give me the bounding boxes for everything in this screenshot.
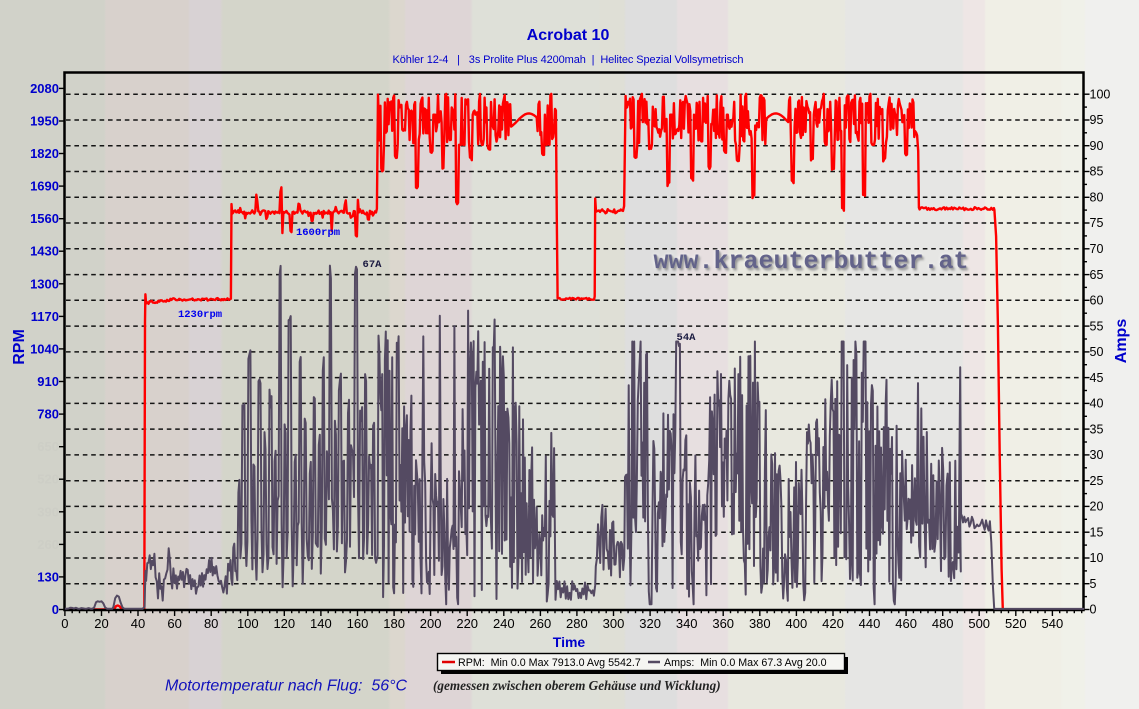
svg-text:55: 55 <box>1090 319 1104 333</box>
svg-text:40: 40 <box>1090 397 1104 411</box>
svg-text:Acrobat 10: Acrobat 10 <box>527 27 610 44</box>
svg-text:35: 35 <box>1090 422 1104 436</box>
svg-text:520: 520 <box>37 472 59 487</box>
svg-text:780: 780 <box>37 407 59 422</box>
svg-text:70: 70 <box>1090 242 1104 256</box>
svg-text:1170: 1170 <box>31 309 59 324</box>
svg-text:520: 520 <box>1005 616 1027 631</box>
svg-text:95: 95 <box>1090 113 1104 127</box>
svg-text:160: 160 <box>347 616 369 631</box>
svg-text:Amps: Min 0.0 Max 67.3 Avg 20: Amps: Min 0.0 Max 67.3 Avg 20.0 <box>664 657 827 669</box>
svg-text:40: 40 <box>131 616 145 631</box>
svg-text:910: 910 <box>37 374 59 389</box>
svg-text:400: 400 <box>786 616 808 631</box>
svg-text:67A: 67A <box>363 259 383 271</box>
svg-text:1040: 1040 <box>30 341 59 356</box>
svg-text:130: 130 <box>37 569 59 584</box>
svg-text:460: 460 <box>895 616 917 631</box>
svg-text:80: 80 <box>1090 191 1104 205</box>
svg-text:30: 30 <box>1090 448 1104 462</box>
svg-text:RPM: Min 0.0 Max 7913.0 Avg 5: RPM: Min 0.0 Max 7913.0 Avg 5542.7 <box>458 657 641 669</box>
svg-text:1950: 1950 <box>30 114 59 129</box>
svg-text:60: 60 <box>1090 294 1104 308</box>
svg-text:45: 45 <box>1090 371 1104 385</box>
svg-text:(gemessen zwischen oberem Gehä: (gemessen zwischen oberem Gehäuse und Wi… <box>433 678 721 693</box>
svg-text:75: 75 <box>1090 216 1104 230</box>
svg-text:1560: 1560 <box>30 211 59 226</box>
svg-text:20: 20 <box>94 616 108 631</box>
svg-text:www.kraeuterbutter.at: www.kraeuterbutter.at <box>653 247 968 276</box>
svg-text:240: 240 <box>493 616 515 631</box>
svg-text:260: 260 <box>37 537 59 552</box>
svg-text:25: 25 <box>1090 474 1104 488</box>
svg-text:200: 200 <box>420 616 442 631</box>
svg-text:0: 0 <box>61 616 68 631</box>
svg-text:180: 180 <box>383 616 405 631</box>
svg-text:390: 390 <box>37 504 59 519</box>
svg-text:1300: 1300 <box>30 276 59 291</box>
svg-text:0: 0 <box>1090 603 1097 617</box>
svg-text:1430: 1430 <box>30 244 59 259</box>
svg-text:100: 100 <box>1090 87 1111 101</box>
svg-text:0: 0 <box>52 602 59 617</box>
svg-text:85: 85 <box>1090 165 1104 179</box>
svg-text:480: 480 <box>932 616 954 631</box>
svg-text:80: 80 <box>204 616 218 631</box>
svg-text:340: 340 <box>676 616 698 631</box>
svg-text:54A: 54A <box>677 332 697 344</box>
svg-text:260: 260 <box>530 616 552 631</box>
svg-text:5: 5 <box>1090 577 1097 591</box>
svg-text:420: 420 <box>822 616 844 631</box>
svg-text:Motortemperatur nach Flug: 56: Motortemperatur nach Flug: 56°C <box>165 678 408 695</box>
svg-text:280: 280 <box>566 616 588 631</box>
svg-text:140: 140 <box>310 616 332 631</box>
svg-text:90: 90 <box>1090 139 1104 153</box>
svg-text:50: 50 <box>1090 345 1104 359</box>
svg-text:65: 65 <box>1090 268 1104 282</box>
svg-text:360: 360 <box>712 616 734 631</box>
svg-text:100: 100 <box>237 616 259 631</box>
svg-text:650: 650 <box>37 439 59 454</box>
svg-text:1600rpm: 1600rpm <box>296 227 340 239</box>
svg-text:2080: 2080 <box>30 81 59 96</box>
svg-text:20: 20 <box>1090 500 1104 514</box>
svg-text:220: 220 <box>456 616 478 631</box>
svg-text:1230rpm: 1230rpm <box>178 309 222 321</box>
svg-text:300: 300 <box>603 616 625 631</box>
svg-text:10: 10 <box>1090 551 1104 565</box>
svg-text:440: 440 <box>859 616 881 631</box>
svg-text:Amps: Amps <box>1113 319 1130 364</box>
svg-text:Time: Time <box>553 634 586 650</box>
svg-text:RPM: RPM <box>11 329 28 365</box>
svg-text:15: 15 <box>1090 525 1104 539</box>
svg-text:1820: 1820 <box>30 146 59 161</box>
svg-text:1690: 1690 <box>30 179 59 194</box>
svg-text:500: 500 <box>968 616 990 631</box>
svg-text:540: 540 <box>1042 616 1064 631</box>
svg-text:380: 380 <box>749 616 771 631</box>
svg-text:Köhler 12-4 | 3s Prolite P: Köhler 12-4 | 3s Prolite Plus 4200mah | … <box>393 54 744 66</box>
svg-text:60: 60 <box>167 616 181 631</box>
svg-text:120: 120 <box>273 616 295 631</box>
svg-text:320: 320 <box>639 616 661 631</box>
